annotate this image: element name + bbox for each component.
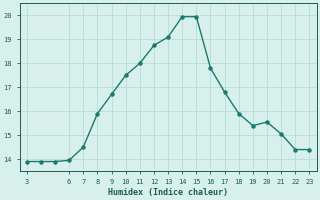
X-axis label: Humidex (Indice chaleur): Humidex (Indice chaleur) (108, 188, 228, 197)
